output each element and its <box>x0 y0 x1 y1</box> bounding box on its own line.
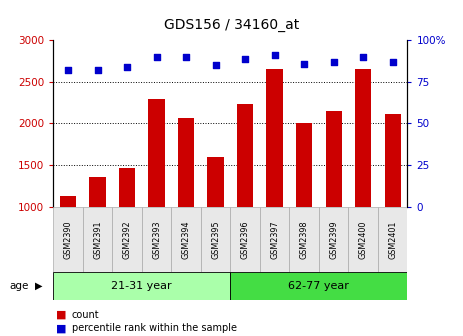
Text: GSM2391: GSM2391 <box>93 220 102 259</box>
Point <box>123 64 131 70</box>
Bar <box>53 272 231 300</box>
Bar <box>60 196 76 207</box>
Bar <box>325 111 342 207</box>
Text: GSM2394: GSM2394 <box>181 220 191 259</box>
Point <box>182 54 190 60</box>
Bar <box>231 207 260 272</box>
Bar <box>385 114 401 207</box>
Text: ■: ■ <box>56 323 66 333</box>
Point <box>330 59 338 65</box>
Bar <box>231 272 407 300</box>
Point <box>241 56 249 61</box>
Text: GDS156 / 34160_at: GDS156 / 34160_at <box>164 18 299 33</box>
Text: GSM2392: GSM2392 <box>123 220 131 259</box>
Text: GSM2393: GSM2393 <box>152 220 161 259</box>
Text: GSM2396: GSM2396 <box>241 220 250 259</box>
Text: GSM2400: GSM2400 <box>359 220 368 259</box>
Text: GSM2398: GSM2398 <box>300 220 309 259</box>
Bar <box>319 207 349 272</box>
Text: percentile rank within the sample: percentile rank within the sample <box>72 323 237 333</box>
Text: 62-77 year: 62-77 year <box>288 281 349 291</box>
Bar <box>267 70 283 207</box>
Text: count: count <box>72 310 100 320</box>
Text: ▶: ▶ <box>35 281 42 291</box>
Bar <box>201 207 231 272</box>
Text: 21-31 year: 21-31 year <box>112 281 172 291</box>
Point <box>389 59 396 65</box>
Text: ■: ■ <box>56 310 66 320</box>
Text: GSM2395: GSM2395 <box>211 220 220 259</box>
Bar <box>149 98 165 207</box>
Bar <box>171 207 201 272</box>
Bar <box>53 207 83 272</box>
Text: age: age <box>9 281 29 291</box>
Bar <box>260 207 289 272</box>
Point <box>94 68 101 73</box>
Bar <box>355 70 371 207</box>
Text: GSM2399: GSM2399 <box>329 220 338 259</box>
Bar <box>349 207 378 272</box>
Bar <box>89 177 106 207</box>
Bar <box>289 207 319 272</box>
Text: GSM2401: GSM2401 <box>388 220 397 259</box>
Point <box>212 62 219 68</box>
Point <box>300 61 308 66</box>
Bar <box>207 157 224 207</box>
Point <box>359 54 367 60</box>
Bar <box>113 207 142 272</box>
Bar <box>296 123 312 207</box>
Point <box>64 68 72 73</box>
Point <box>271 53 278 58</box>
Bar <box>119 168 135 207</box>
Bar <box>142 207 171 272</box>
Bar <box>178 119 194 207</box>
Text: GSM2397: GSM2397 <box>270 220 279 259</box>
Bar <box>237 103 253 207</box>
Bar <box>83 207 113 272</box>
Text: GSM2390: GSM2390 <box>63 220 73 259</box>
Bar <box>378 207 407 272</box>
Point <box>153 54 160 60</box>
